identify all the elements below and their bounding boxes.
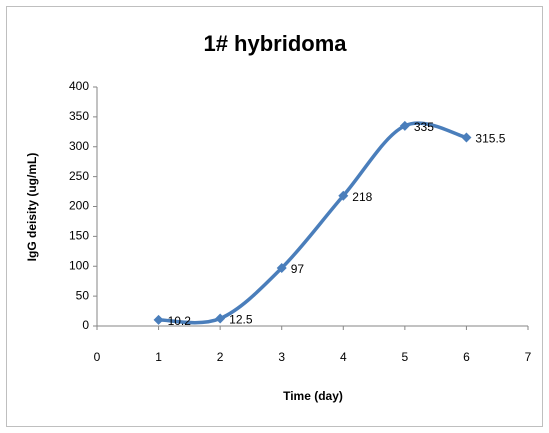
x-tick-label: 4	[340, 350, 347, 364]
marker	[461, 132, 472, 143]
y-axis-title: IgG deisity (ug/mL)	[25, 153, 39, 262]
data-label: 97	[291, 262, 305, 276]
data-label: 12.5	[229, 313, 253, 327]
data-label: 335	[414, 120, 434, 134]
x-axis-title: Time (day)	[283, 389, 343, 403]
y-tick-label: 50	[76, 288, 90, 302]
y-tick-label: 200	[69, 199, 89, 213]
data-label: 315.5	[475, 132, 505, 146]
x-tick-label: 1	[155, 350, 162, 364]
chart-title: 1# hybridoma	[203, 31, 347, 56]
marker	[399, 120, 410, 131]
x-tick-label: 7	[525, 350, 532, 364]
chart-border	[6, 6, 543, 427]
marker	[338, 190, 349, 201]
marker	[276, 263, 287, 274]
y-tick-label: 250	[69, 169, 89, 183]
x-tick-label: 2	[217, 350, 224, 364]
y-tick-label: 100	[69, 258, 89, 272]
x-tick-label: 3	[278, 350, 285, 364]
y-tick-label: 350	[69, 109, 89, 123]
y-tick-label: 150	[69, 229, 89, 243]
data-label: 218	[352, 190, 372, 204]
y-tick-label: 400	[69, 79, 89, 93]
data-label: 10.2	[168, 314, 192, 328]
y-tick-label: 0	[82, 318, 89, 332]
marker	[215, 313, 226, 324]
marker	[153, 314, 164, 325]
y-tick-label: 300	[69, 139, 89, 153]
x-tick-label: 6	[463, 350, 470, 364]
x-tick-label: 5	[402, 350, 409, 364]
x-tick-label: 0	[94, 350, 101, 364]
